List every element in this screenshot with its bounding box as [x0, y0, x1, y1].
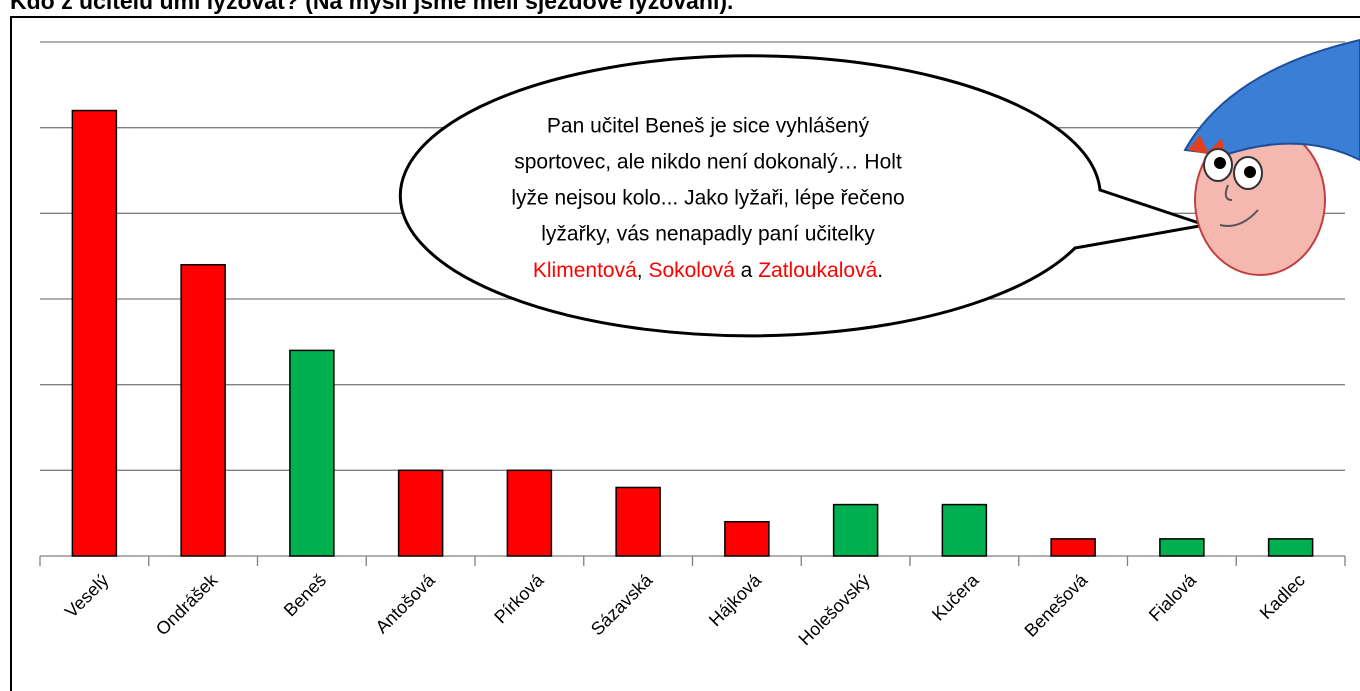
x-tick-label: Sázavská: [587, 569, 657, 639]
x-tick-label: Beneš: [280, 570, 330, 620]
annotation-segment: Klimentová: [533, 259, 637, 282]
speech-bubble: [398, 54, 1206, 338]
x-tick-label: Pírková: [490, 569, 548, 627]
annotation-segment: Sokolová: [648, 259, 735, 282]
bar: [289, 349, 335, 557]
x-tick-label: Kučera: [928, 569, 983, 624]
annotation-segment: ,: [637, 259, 649, 282]
bar: [1159, 538, 1205, 557]
bubble-shape: [398, 54, 1206, 338]
bar: [724, 520, 770, 557]
bar: [506, 469, 553, 557]
annotation: Pan učitel Beneš je sice vyhlášený sporto…: [511, 115, 904, 282]
annotation-line: sportovec, ale nikdo není dokonalý… Holt: [514, 151, 902, 174]
cap: [1183, 38, 1360, 162]
annotation-line: lyžařky, vás nenapadly paní učitelky: [541, 223, 875, 246]
x-tick-label: Veselý: [61, 570, 113, 622]
nose: [1224, 184, 1233, 201]
chart-title: Kdo z učitelů umí lyžovat? (Na mysli jsm…: [10, 0, 733, 14]
bar: [1050, 538, 1096, 557]
x-tick-label: Holešovský: [795, 570, 874, 649]
x-tick-label: Kadlec: [1256, 570, 1309, 623]
annotation-segment: a: [735, 259, 758, 282]
mouth: [1219, 209, 1259, 227]
x-tick-label: Antošová: [372, 569, 440, 637]
bar: [180, 263, 226, 557]
x-tick-label: Ondrášek: [152, 569, 222, 639]
bar: [1267, 538, 1314, 557]
bar: [71, 109, 118, 557]
x-tick-label: Benešová: [1021, 569, 1092, 640]
annotation-segment: .: [877, 259, 883, 282]
annotation-line: Klimentová, Sokolová a Zatloukalová.: [533, 259, 883, 282]
bar: [615, 486, 661, 557]
x-tick-label: Fialová: [1145, 569, 1201, 625]
pupil: [1214, 157, 1226, 169]
annotation-line: lyže nejsou kolo... Jako lyžaři, lépe ře…: [511, 187, 904, 210]
chart-frame: [10, 16, 1360, 691]
x-tick-label: Hájková: [705, 569, 766, 630]
bar: [941, 503, 988, 557]
annotation-line: Pan učitel Beneš je sice vyhlášený: [547, 115, 870, 138]
annotation-segment: Zatloukalová: [758, 259, 877, 282]
pupil: [1244, 166, 1256, 178]
cartoon-face: [1183, 38, 1360, 276]
bar: [832, 503, 879, 557]
bar: [397, 469, 444, 557]
